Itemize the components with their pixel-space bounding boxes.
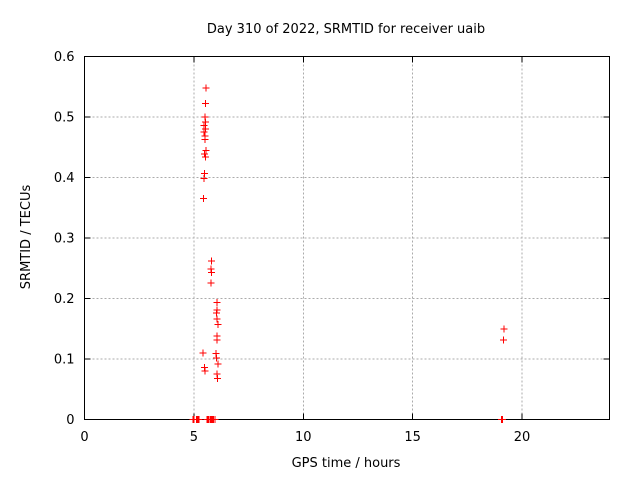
data-point-marker	[213, 315, 221, 323]
x-tick-label: 0	[80, 430, 88, 445]
y-tick-label: 0.6	[54, 50, 75, 65]
data-point-marker	[200, 128, 208, 136]
data-point-marker	[499, 416, 507, 423]
data-point-marker	[201, 135, 209, 143]
data-point-marker	[201, 118, 209, 126]
data-point-marker	[214, 321, 222, 329]
x-tick-label: 15	[404, 430, 421, 445]
data-point-marker	[200, 195, 207, 203]
data-point-marker	[201, 125, 209, 133]
x-axis-label: GPS time / hours	[292, 456, 401, 471]
data-point-marker	[201, 150, 209, 158]
data-point-marker	[201, 153, 209, 161]
gridlines	[84, 56, 610, 420]
data-point-marker	[212, 309, 220, 317]
data-point-marker	[199, 349, 207, 357]
data-point-marker	[207, 268, 215, 276]
y-tick-label: 0	[66, 413, 74, 428]
data-point-marker	[211, 416, 219, 423]
data-point-marker	[212, 350, 220, 358]
data-point-marker	[212, 354, 220, 362]
y-axis-label: SRMTID / TECUs	[19, 185, 34, 290]
axis-ticks	[84, 56, 610, 420]
data-point-marker	[201, 367, 209, 375]
y-tick-label: 0.3	[54, 232, 75, 247]
data-point-marker	[202, 146, 210, 154]
data-point-marker	[214, 360, 222, 368]
chart-title: Day 310 of 2022, SRMTID for receiver uai…	[207, 22, 485, 37]
x-tick-labels: 0 5 10 15 20	[80, 430, 530, 445]
data-point-marker	[202, 84, 210, 92]
data-point-marker	[213, 299, 221, 307]
data-point-marker	[500, 325, 508, 333]
data-point-marker	[499, 336, 507, 344]
y-tick-labels: 0 0.1 0.2 0.3 0.4 0.5 0.6	[54, 50, 75, 428]
data-point-marker	[207, 279, 215, 287]
x-tick-label: 10	[295, 430, 312, 445]
y-tick-label: 0.1	[54, 353, 75, 368]
data-point-marker	[213, 374, 221, 382]
data-point-marker	[200, 121, 208, 129]
data-point-marker	[208, 257, 216, 265]
x-tick-label: 5	[190, 430, 198, 445]
y-tick-label: 0.2	[54, 292, 75, 307]
data-point-marker	[200, 175, 208, 183]
plot-frame	[84, 56, 610, 420]
data-point-marker	[195, 416, 203, 423]
data-point-marker	[201, 100, 209, 108]
data-point-marker	[213, 306, 221, 314]
data-point-marker	[213, 336, 221, 344]
x-tick-label: 20	[514, 430, 531, 445]
data-points	[189, 84, 508, 423]
y-tick-label: 0.4	[54, 171, 75, 186]
y-tick-label: 0.5	[54, 111, 75, 126]
